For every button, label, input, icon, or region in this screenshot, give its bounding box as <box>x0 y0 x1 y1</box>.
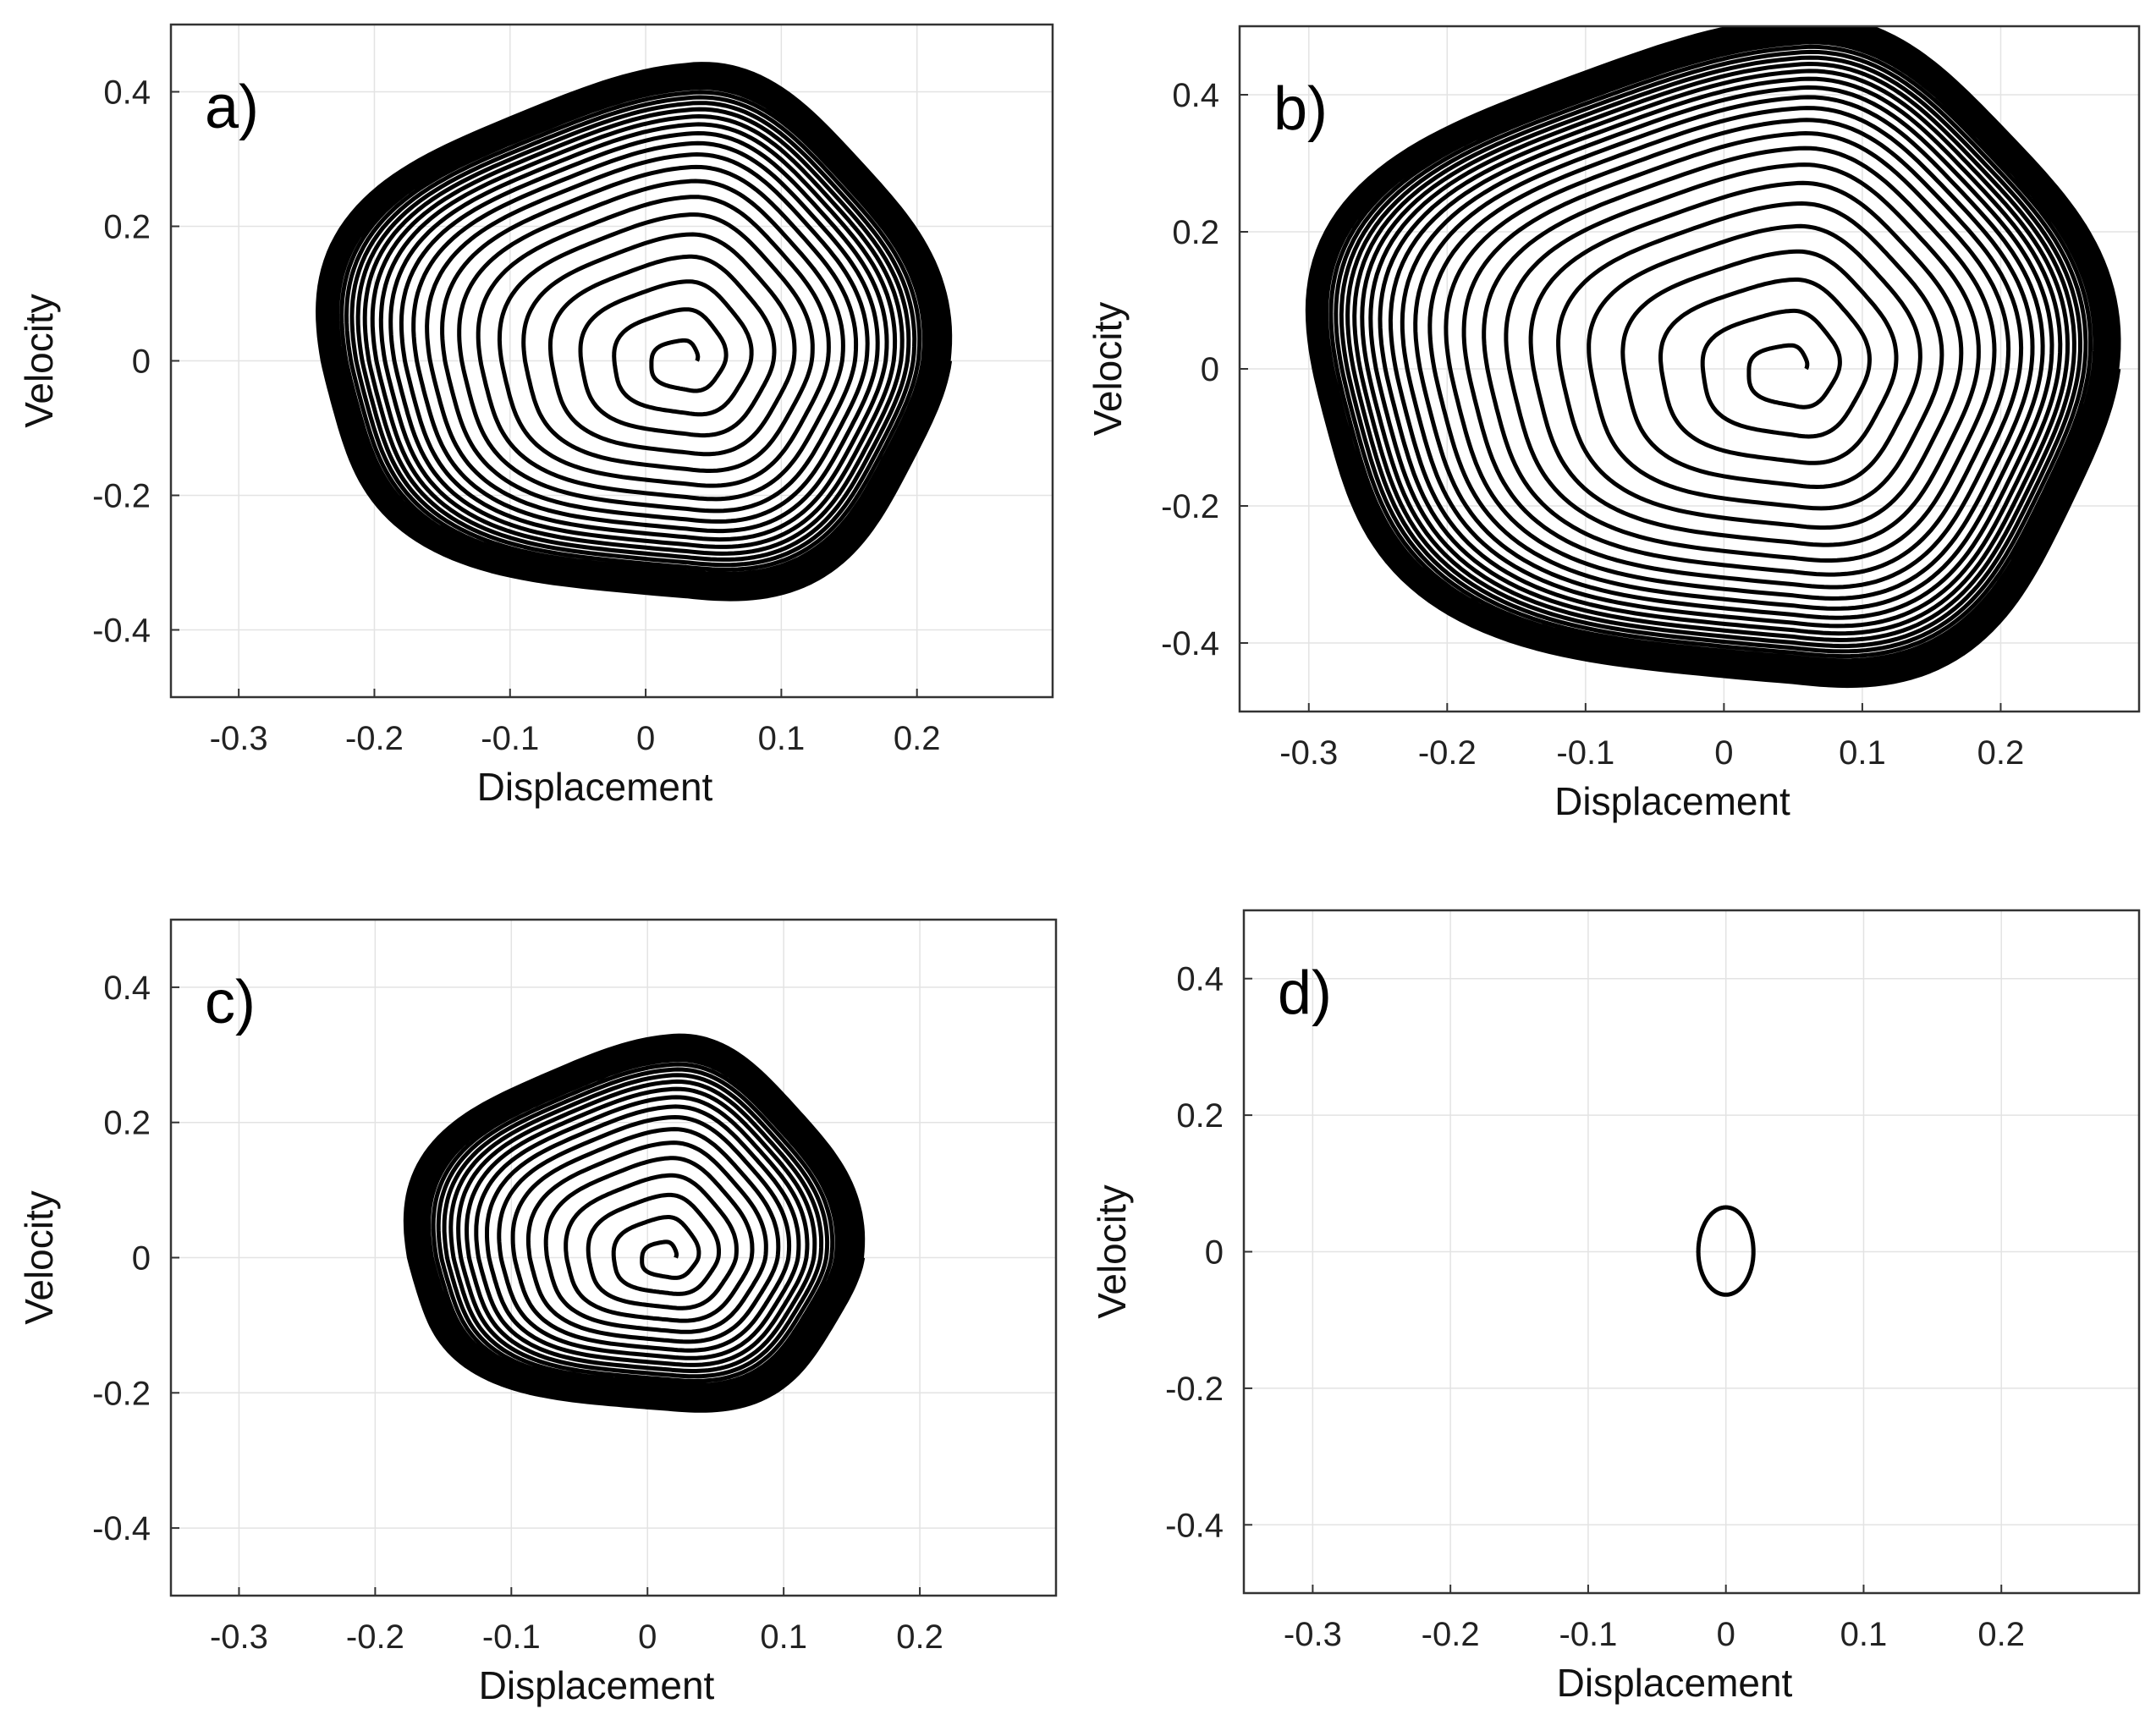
y-tick-label: 0 <box>132 1240 151 1278</box>
y-tick-label: 0 <box>1205 1234 1224 1272</box>
x-axis-label: Displacement <box>1554 779 1790 823</box>
x-tick-label: -0.2 <box>345 720 404 757</box>
y-tick-label: -0.4 <box>92 613 151 650</box>
x-tick-label: -0.3 <box>1279 734 1338 772</box>
y-tick-label: -0.2 <box>1165 1371 1224 1408</box>
y-tick-label: 0.2 <box>103 1105 151 1142</box>
y-tick-label: 0.4 <box>1172 77 1219 114</box>
x-tick-label: -0.1 <box>482 1618 541 1656</box>
x-tick-label: -0.3 <box>210 1618 268 1656</box>
y-tick-label: 0 <box>132 343 151 381</box>
y-tick-label: -0.4 <box>1165 1507 1224 1544</box>
y-axis-label: Velocity <box>1086 302 1130 437</box>
x-tick-label: 0.1 <box>1840 1616 1888 1653</box>
x-tick-label: -0.3 <box>210 720 268 757</box>
phase-trajectory <box>1696 1205 1756 1297</box>
x-tick-label: -0.1 <box>481 720 539 757</box>
x-tick-label: 0.2 <box>896 1618 943 1656</box>
x-tick-label: -0.2 <box>1418 734 1477 772</box>
panel-letter: a) <box>205 74 259 141</box>
y-tick-label: 0.4 <box>1176 961 1224 998</box>
y-tick-label: -0.4 <box>92 1510 151 1547</box>
phase-trajectory <box>316 62 953 602</box>
y-tick-label: -0.2 <box>92 1375 151 1412</box>
y-tick-label: -0.2 <box>1161 488 1219 525</box>
x-tick-label: 0 <box>638 1618 657 1656</box>
phase-trajectory <box>403 1033 866 1413</box>
x-tick-label: 0 <box>1717 1616 1735 1653</box>
x-tick-label: 0.1 <box>758 720 806 757</box>
panel-a: -0.3 -0.2 -0.1 0 0.1 0.2 -0.4 -0.2 0 0.2 0.4 Displa… <box>17 23 1054 809</box>
x-tick-label: 0.2 <box>1977 734 2025 772</box>
y-axis-label: Velocity <box>17 1190 61 1325</box>
y-tick-label: 0.2 <box>1172 214 1219 251</box>
x-tick-label: -0.1 <box>1556 734 1614 772</box>
x-tick-label: 0.1 <box>760 1618 807 1656</box>
y-tick-label: 0.2 <box>103 209 151 246</box>
y-axis-label: Velocity <box>17 294 61 428</box>
panel-letter: b) <box>1273 75 1328 143</box>
x-tick-label: -0.2 <box>346 1618 404 1656</box>
x-axis-label: Displacement <box>477 765 713 809</box>
panel-letter: c) <box>205 969 256 1036</box>
panel-letter: d) <box>1278 959 1332 1027</box>
phase-trajectory <box>1305 26 2121 689</box>
x-tick-label: 0 <box>636 720 655 757</box>
panel-b: -0.3 -0.2 -0.1 0 0.1 0.2 -0.4 -0.2 0 0.2 0.4 Displa… <box>1086 25 2141 823</box>
y-tick-label: 0.2 <box>1176 1097 1224 1135</box>
panel-d: -0.3 -0.2 -0.1 0 0.1 0.2 -0.4 -0.2 0 0.2 0.4 Displa… <box>1090 909 2141 1705</box>
x-tick-label: -0.1 <box>1559 1616 1617 1653</box>
y-axis-label: Velocity <box>1090 1184 1134 1319</box>
x-tick-label: 0.2 <box>894 720 941 757</box>
y-tick-label: 0.4 <box>103 74 151 112</box>
x-tick-label: 0.1 <box>1839 734 1886 772</box>
x-tick-label: -0.2 <box>1422 1616 1480 1653</box>
x-tick-label: 0.2 <box>1977 1616 2025 1653</box>
x-tick-label: -0.3 <box>1284 1616 1342 1653</box>
y-tick-label: -0.2 <box>92 478 151 515</box>
x-axis-label: Displacement <box>1557 1661 1793 1705</box>
panel-c: -0.3 -0.2 -0.1 0 0.1 0.2 -0.4 -0.2 0 0.2 0.4 Displa… <box>17 918 1058 1707</box>
y-tick-label: -0.4 <box>1161 625 1219 662</box>
y-tick-label: 0.4 <box>103 970 151 1007</box>
x-tick-label: 0 <box>1714 734 1733 772</box>
x-axis-label: Displacement <box>479 1663 715 1707</box>
y-tick-label: 0 <box>1201 351 1219 388</box>
